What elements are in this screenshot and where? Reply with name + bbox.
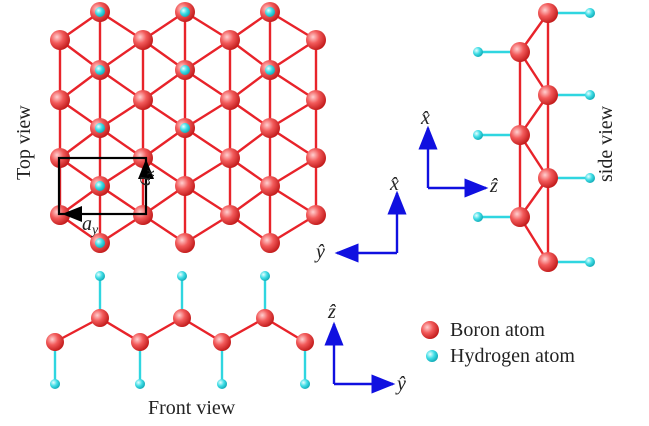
hydrogen-atom xyxy=(217,379,227,389)
boron-atom xyxy=(133,90,153,110)
hydrogen-atom xyxy=(95,271,105,281)
boron-atom xyxy=(296,333,314,351)
axis-label: ẑ xyxy=(327,301,336,323)
ay-label: ay xyxy=(82,213,99,238)
legend-label: Hydrogen atom xyxy=(450,345,575,367)
axis-label: ŷ xyxy=(314,241,325,263)
atoms xyxy=(46,2,595,389)
boron-atom xyxy=(538,252,558,272)
boron-atom xyxy=(510,42,530,62)
hydrogen-atom xyxy=(95,181,105,191)
boron-atom xyxy=(213,333,231,351)
boron-atom xyxy=(306,30,326,50)
boron-atom xyxy=(175,176,195,196)
legend-label: Boron atom xyxy=(450,319,545,341)
axis-label: x̂ xyxy=(389,173,399,195)
axis-label: x̂ xyxy=(420,107,430,129)
hydrogen-atom xyxy=(300,379,310,389)
hydrogen-atom xyxy=(473,212,483,222)
axis-label: ẑ xyxy=(489,175,498,197)
boron-atom xyxy=(538,3,558,23)
hydrogen-atom xyxy=(585,8,595,18)
ay-symbol: a xyxy=(82,213,92,235)
hydrogen-atom xyxy=(260,271,270,281)
ax-label: ax xyxy=(133,169,158,186)
hydrogen-atom xyxy=(473,130,483,140)
hydrogen-atom xyxy=(135,379,145,389)
boron-atom xyxy=(131,333,149,351)
boron-atom xyxy=(46,333,64,351)
boron-atom xyxy=(260,176,280,196)
boron-atom xyxy=(220,90,240,110)
legend-boron xyxy=(421,321,439,339)
hydrogen-atom xyxy=(585,257,595,267)
hydrogen-atom xyxy=(180,65,190,75)
boron-atom xyxy=(133,30,153,50)
boron-atom xyxy=(220,205,240,225)
boron-atom xyxy=(220,148,240,168)
legend-hydrogen xyxy=(426,350,438,362)
boron-atom xyxy=(220,30,240,50)
boron-atom xyxy=(306,148,326,168)
boron-atom xyxy=(538,85,558,105)
hydrogen-atom xyxy=(585,173,595,183)
boron-atom xyxy=(173,309,191,327)
top-axes: x̂ ŷ xyxy=(314,173,407,263)
side-view-label: side view xyxy=(595,105,617,182)
side-axes: x̂ ẑ xyxy=(418,107,498,198)
top-view-label: Top view xyxy=(13,105,35,180)
hydrogen-atom xyxy=(180,123,190,133)
boron-atom xyxy=(538,168,558,188)
boron-atom xyxy=(175,233,195,253)
hydrogen-atom xyxy=(95,7,105,17)
boron-atom xyxy=(91,309,109,327)
axis-label: ŷ xyxy=(395,373,406,395)
hydrogen-atom xyxy=(95,238,105,248)
hydrogen-atom xyxy=(265,7,275,17)
front-axes: ẑ ŷ xyxy=(324,301,406,395)
boron-atom xyxy=(50,90,70,110)
hydrogen-atom xyxy=(265,65,275,75)
hydrogen-atom xyxy=(585,90,595,100)
hydrogen-atom xyxy=(473,47,483,57)
legend: Boron atom Hydrogen atom xyxy=(421,319,575,367)
boron-atom xyxy=(510,125,530,145)
boron-atom xyxy=(306,90,326,110)
boron-atom xyxy=(510,207,530,227)
hydrogen-atom xyxy=(95,65,105,75)
hydrogen-atom xyxy=(180,7,190,17)
ay-subscript: y xyxy=(90,223,99,238)
boron-atom xyxy=(260,233,280,253)
boron-atom xyxy=(260,118,280,138)
boron-atom xyxy=(50,30,70,50)
ax-subscript: x xyxy=(143,169,158,177)
hydrogen-atom xyxy=(95,123,105,133)
hydrogen-atom xyxy=(50,379,60,389)
ax-symbol: a xyxy=(133,176,155,186)
hydrogen-atom xyxy=(177,271,187,281)
boron-atom xyxy=(256,309,274,327)
front-view-label: Front view xyxy=(148,397,236,419)
boron-atom xyxy=(306,205,326,225)
